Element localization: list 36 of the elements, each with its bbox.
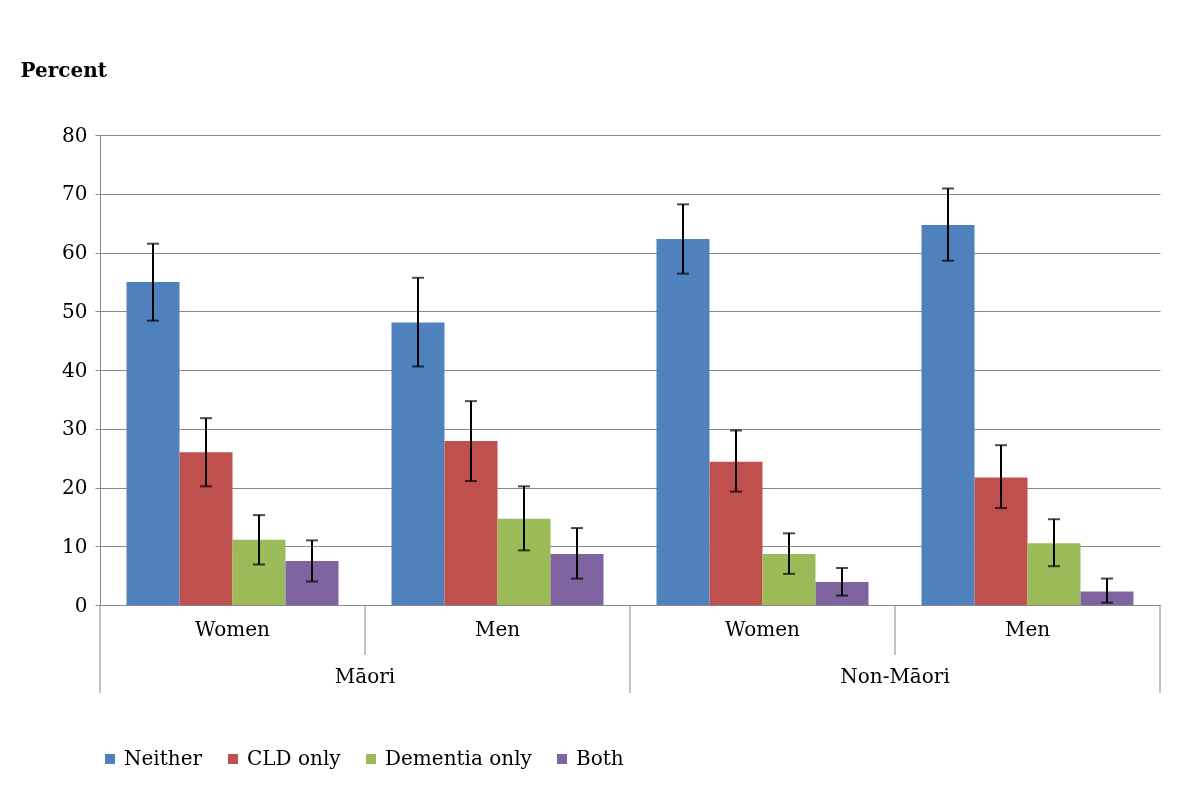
y-tick-label: 40 [62, 357, 88, 382]
bar [285, 560, 339, 605]
y-tick-label: 60 [62, 240, 88, 264]
legend-label: CLD only [247, 746, 342, 770]
y-tick-label: 50 [62, 298, 88, 323]
x-tick-label: Men [474, 616, 521, 641]
bar [179, 452, 233, 605]
x-tick-label: Men [1004, 616, 1051, 641]
text: Non-Māori [840, 664, 950, 688]
bar [815, 582, 869, 605]
legend-label: Neither [124, 746, 203, 770]
x-tick-label: Women [195, 616, 271, 641]
bar [550, 553, 604, 605]
bar [974, 477, 1028, 605]
y-tick-label: 70 [62, 181, 88, 206]
bar [656, 238, 710, 605]
x-tick-label: Women [725, 616, 801, 641]
bar [709, 461, 763, 605]
y-tick-label: 20 [62, 475, 88, 499]
y-axis-title: Percent [20, 57, 108, 82]
y-tick-label: 0 [74, 592, 88, 617]
bar [1027, 543, 1081, 605]
bar [762, 553, 816, 605]
bar [391, 322, 445, 605]
legend-label: Dementia only [385, 746, 533, 770]
bar [497, 518, 551, 605]
y-tick-label: 80 [62, 122, 88, 147]
text: Māori [334, 664, 396, 688]
legend-label: Both [576, 746, 624, 770]
bar [1080, 591, 1134, 605]
bar [444, 441, 498, 605]
bar [921, 224, 975, 605]
bar [232, 539, 286, 605]
y-tick-label: 10 [62, 533, 88, 558]
bar [126, 281, 180, 605]
y-tick-label: 30 [62, 416, 88, 441]
